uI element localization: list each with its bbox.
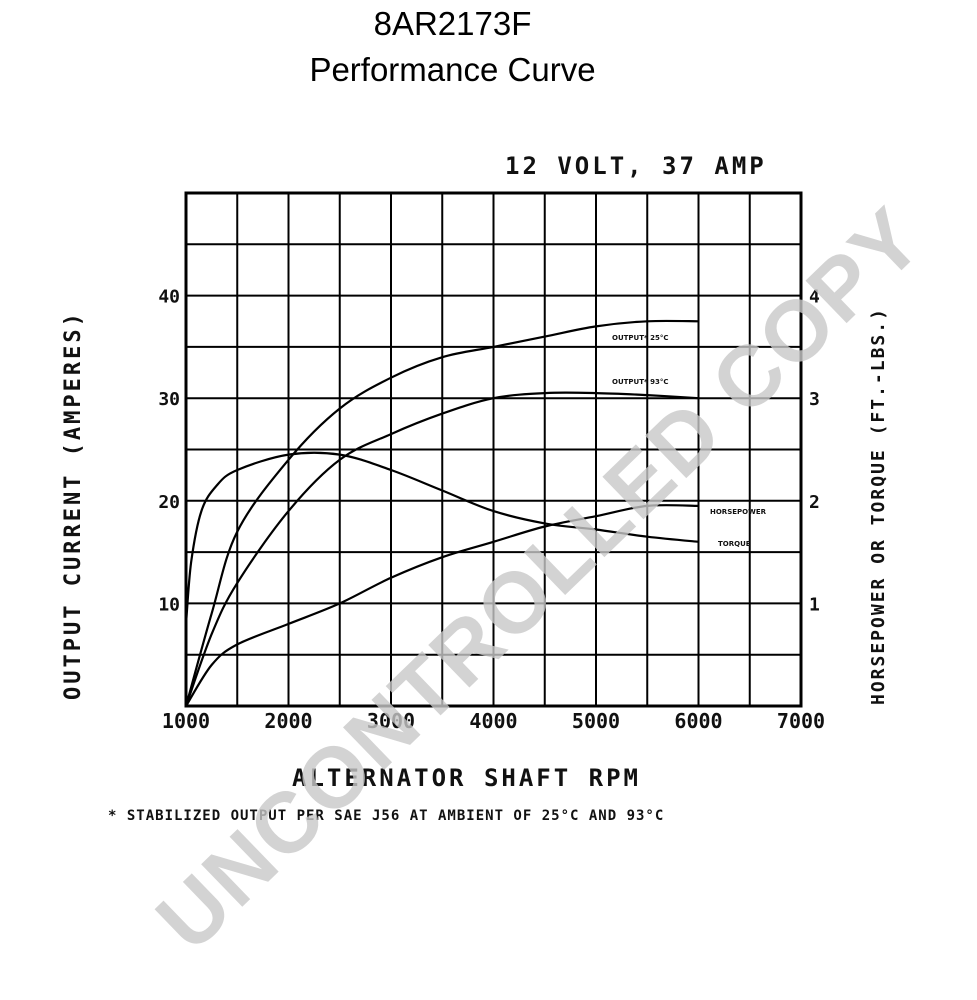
x-tick-label: 1000 (162, 709, 210, 733)
series-label: HORSEPOWER (710, 508, 767, 516)
y-right-tick-label: 1 (809, 594, 820, 615)
output-25c-curve (184, 319, 699, 707)
y-axis-left-ticks: 10 20 30 40 (158, 287, 180, 616)
y-left-tick-label: 30 (158, 389, 180, 410)
x-tick-label: 5000 (572, 709, 620, 733)
y-axis-left-label: OUTPUT CURRENT (AMPERES) (61, 310, 86, 700)
x-tick-label: 7000 (777, 709, 825, 733)
y-left-tick-label: 40 (158, 287, 180, 308)
torque-curve (184, 451, 699, 624)
y-left-tick-label: 20 (158, 492, 180, 513)
chart-title: 8AR2173F (373, 5, 532, 42)
x-axis-label: ALTERNATOR SHAFT RPM (292, 764, 641, 792)
series-labels: OUTPUT* 25°C OUTPUT* 93°C HORSEPOWER TORQUE (612, 334, 767, 548)
chart-curves (184, 319, 699, 707)
y-right-tick-label: 4 (809, 287, 820, 308)
y-axis-right-ticks: 1 2 3 4 (809, 287, 820, 616)
plot-frame (184, 191, 803, 708)
y-right-tick-label: 2 (809, 492, 820, 513)
x-tick-label: 4000 (469, 709, 517, 733)
output-93c-curve (184, 391, 699, 707)
horsepower-curve (185, 504, 699, 707)
chart-subtitle: Performance Curve (309, 51, 596, 88)
series-label: OUTPUT* 93°C (612, 378, 668, 386)
y-left-tick-label: 10 (158, 594, 180, 615)
watermark: UNCONTROLLED COPY (139, 189, 942, 969)
y-axis-right-label: HORSEPOWER OR TORQUE (FT.-LBS.) (868, 307, 889, 705)
x-tick-label: 6000 (674, 709, 722, 733)
footnote: * STABILIZED OUTPUT PER SAE J56 AT AMBIE… (108, 808, 664, 824)
x-axis-ticks: 1000 2000 3000 4000 5000 6000 7000 (162, 709, 825, 733)
series-label: TORQUE (718, 540, 751, 548)
chart-rating-label: 12 VOLT, 37 AMP (505, 152, 767, 180)
x-tick-label: 2000 (264, 709, 312, 733)
series-label: OUTPUT* 25°C (612, 334, 668, 342)
x-tick-label: 3000 (367, 709, 415, 733)
y-right-tick-label: 3 (809, 389, 820, 410)
